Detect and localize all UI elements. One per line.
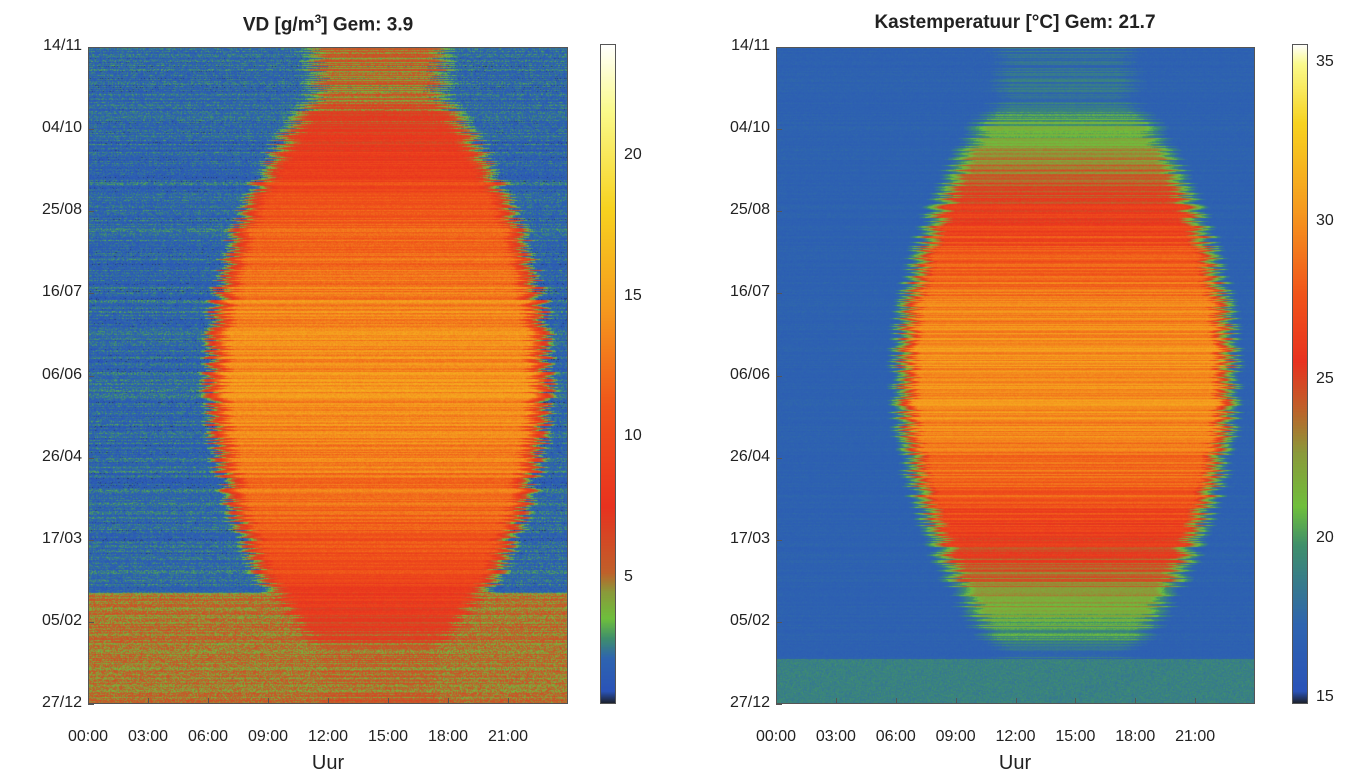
x-tick-mark [388, 698, 389, 704]
y-tick-label: 05/02 [41, 611, 82, 629]
x-tick-label: 09:00 [247, 728, 289, 745]
y-tick-mark [776, 704, 782, 705]
y-tick-label: 27/12 [729, 694, 770, 711]
y-tick-label: 16/07 [729, 283, 770, 301]
y-tick-label: 05/02 [729, 611, 770, 629]
x-tick-mark [208, 698, 209, 704]
y-tick-label: 16/07 [41, 283, 82, 301]
x-tick-mark [88, 698, 89, 704]
x-tick-label: 21:00 [1175, 728, 1216, 745]
y-tick-mark [88, 211, 94, 213]
x-tick-label: 09:00 [935, 728, 976, 745]
y-tick-mark [776, 457, 782, 459]
colorbar-tick-label: 10 [624, 427, 642, 445]
y-tick-label: 14/11 [43, 37, 82, 54]
y-tick-mark [88, 539, 94, 541]
plot-frame-kastemp [776, 47, 1255, 704]
y-tick-mark [776, 293, 782, 295]
colorbar-tick-label: 15 [1316, 687, 1334, 705]
x-tick-mark [895, 698, 897, 704]
y-tick-label: 04/10 [41, 119, 82, 137]
y-tick-label: 27/12 [41, 694, 82, 711]
y-tick-label: 25/08 [729, 201, 770, 219]
colorbar-tick-label: 25 [1316, 370, 1334, 388]
y-tick-mark [776, 47, 782, 48]
heatmap-vd [88, 47, 568, 704]
x-tick-label: 12:00 [307, 728, 349, 745]
colorbar-frame-vd [600, 44, 616, 704]
colorbar-tick-label: 20 [1316, 529, 1334, 546]
y-tick-label: 06/06 [729, 365, 770, 383]
y-tick-mark [88, 293, 94, 295]
x-tick-label: 18:00 [427, 728, 469, 745]
x-tick-mark [835, 698, 837, 704]
colorbar-tick-label: 35 [1316, 53, 1334, 71]
y-tick-mark [88, 621, 94, 623]
colorbar-tick-label: 15 [624, 286, 642, 304]
x-tick-mark [508, 698, 509, 704]
y-tick-mark [776, 375, 782, 377]
x-tick-label: 00:00 [67, 728, 109, 745]
colorbar-frame-kastemp [1292, 44, 1308, 704]
y-tick-label: 14/11 [731, 37, 770, 54]
y-tick-mark [776, 211, 782, 213]
x-axis-label-vd: Uur [311, 752, 345, 774]
title-suffix: ] Gem: 3.9 [321, 14, 414, 36]
x-axis-label-kastemp: Uur [998, 752, 1032, 774]
y-tick-mark [88, 704, 94, 705]
x-tick-label: 12:00 [995, 728, 1036, 745]
plot-frame-vd [88, 47, 568, 704]
x-tick-mark [955, 698, 957, 704]
x-tick-label: 03:00 [127, 728, 169, 745]
x-tick-label: 21:00 [487, 728, 529, 745]
y-tick-mark [88, 129, 94, 131]
y-tick-mark [776, 129, 782, 131]
colorbar-tick-label: 5 [624, 567, 633, 585]
y-tick-label: 26/04 [729, 447, 770, 465]
y-tick-mark [88, 47, 94, 48]
x-tick-mark [328, 698, 329, 704]
x-tick-mark [1015, 698, 1017, 704]
x-tick-mark [268, 698, 269, 704]
x-tick-label: 03:00 [815, 728, 856, 745]
colorbar-tick-label: 30 [1316, 211, 1334, 229]
y-tick-mark [88, 457, 94, 459]
heatmap-kastemp [776, 47, 1255, 704]
title-sup: 3 [314, 12, 322, 26]
chart-title-vd: VD [g/m3] Gem: 3.9 [88, 12, 568, 36]
y-tick-label: 25/08 [41, 201, 82, 219]
title-prefix: VD [g/m [242, 14, 315, 36]
y-tick-label: 17/03 [729, 529, 770, 547]
x-tick-label: 00:00 [755, 728, 797, 745]
x-tick-mark [1075, 698, 1077, 704]
chart-title-kastemp: Kastemperatuur [°C] Gem: 21.7 [775, 12, 1255, 34]
y-tick-mark [776, 539, 782, 541]
y-tick-mark [776, 621, 782, 623]
y-tick-label: 26/04 [41, 447, 82, 465]
x-tick-label: 15:00 [1055, 728, 1096, 745]
y-tick-label: 04/10 [729, 119, 770, 137]
y-tick-label: 06/06 [41, 365, 82, 383]
colorbar-vd [600, 44, 616, 704]
x-tick-label: 18:00 [1115, 728, 1156, 745]
x-tick-mark [148, 698, 149, 704]
x-tick-mark [776, 698, 777, 704]
colorbar-kastemp [1292, 44, 1308, 704]
title-prefix: Kastemperatuur [°C] Gem: 21.7 [874, 12, 1156, 33]
x-tick-mark [1195, 698, 1197, 704]
y-tick-label: 17/03 [41, 529, 82, 547]
colorbar-tick-label: 20 [624, 146, 642, 164]
y-tick-mark [88, 375, 94, 377]
x-tick-label: 15:00 [367, 728, 409, 745]
x-tick-label: 06:00 [187, 728, 229, 745]
x-tick-mark [1135, 698, 1137, 704]
x-tick-label: 06:00 [875, 728, 916, 745]
x-tick-mark [448, 698, 449, 704]
